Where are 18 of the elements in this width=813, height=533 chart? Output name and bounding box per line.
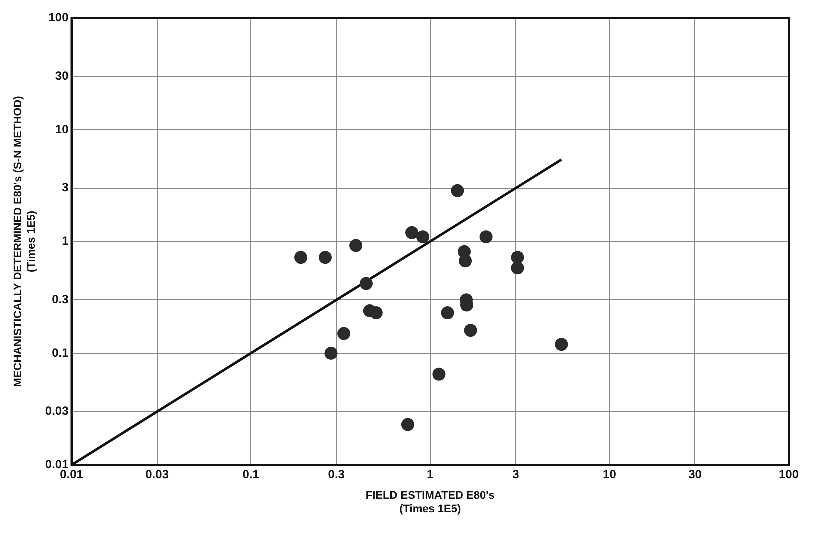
y-tick-label: 1 — [62, 234, 70, 248]
x-tick-label: 100 — [778, 468, 800, 482]
x-tick-label: 3 — [512, 468, 520, 482]
x-tick-label: 0.03 — [146, 468, 170, 482]
x-tick-label: 10 — [603, 468, 617, 482]
y-tick-label: 100 — [48, 10, 70, 25]
y-tick-label: 30 — [55, 68, 70, 83]
y-tick-label: 0.1 — [52, 346, 70, 360]
x-tick-label: 30 — [688, 468, 702, 482]
y-tick-label: 0.03 — [45, 404, 70, 418]
y-tick-label: 3 — [62, 180, 70, 195]
y-axis-title: MECHANISTICALLY DETERMINED E80's (S-N METHOD) (Times 1E5) — [12, 96, 38, 388]
x-tick-label: 0.3 — [328, 468, 346, 482]
x-axis-title: FIELD ESTIMATED E80's (Times 1E5) — [366, 490, 495, 516]
y-tick-label: 0.3 — [52, 292, 70, 306]
x-tick-label: 1 — [427, 468, 434, 482]
y-tick-label: 10 — [55, 122, 70, 136]
x-tick-label: 0.1 — [242, 468, 260, 482]
